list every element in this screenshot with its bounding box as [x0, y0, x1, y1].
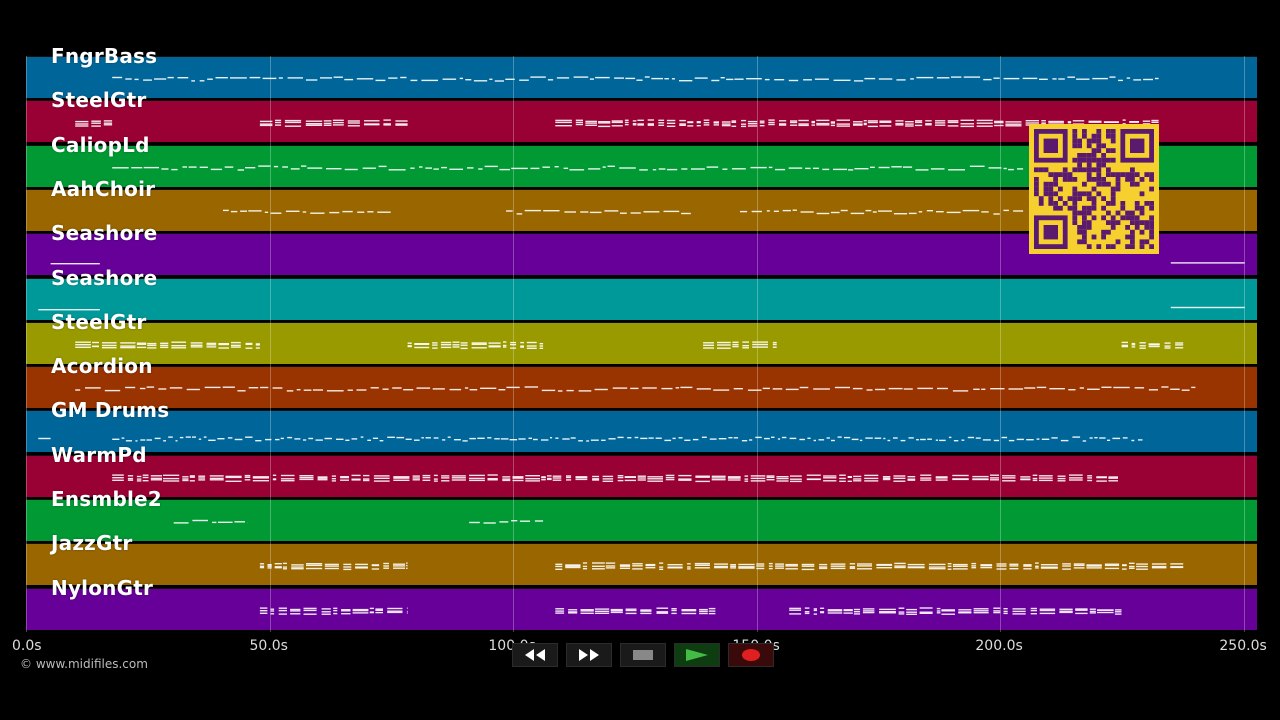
track-lane[interactable]: Seashore — [26, 266, 1257, 321]
note-events — [75, 341, 1184, 349]
note-events — [38, 436, 1143, 443]
stop-icon — [633, 650, 653, 660]
fast-forward-button[interactable] — [566, 643, 612, 667]
time-gridline — [270, 56, 271, 632]
track-name: FngrBass — [51, 44, 158, 68]
track-name: JazzGtr — [51, 531, 133, 556]
play-icon — [686, 649, 708, 661]
stop-button[interactable] — [620, 643, 666, 667]
time-gridline — [26, 56, 27, 632]
track-lane[interactable]: NylonGtr — [26, 576, 1257, 631]
rewind-icon — [525, 649, 545, 661]
time-gridline — [1000, 56, 1001, 632]
track-lane[interactable]: JazzGtr — [26, 531, 1257, 587]
record-button[interactable] — [728, 643, 774, 667]
track-lane[interactable]: Acordion — [26, 354, 1257, 410]
record-icon — [742, 649, 760, 661]
note-events — [259, 562, 1184, 571]
time-tick-label: 200.0s — [975, 638, 1023, 654]
time-tick-label: 50.0s — [249, 638, 288, 654]
track-name: WarmPd — [51, 442, 147, 467]
play-button[interactable] — [674, 643, 720, 667]
track-name: Seashore — [51, 265, 158, 290]
track-lane[interactable]: Seashore — [26, 221, 1257, 277]
note-events — [75, 119, 1159, 128]
rewind-button[interactable] — [512, 643, 558, 667]
note-events — [112, 473, 1118, 482]
track-name: AahChoir — [51, 176, 156, 201]
note-events — [75, 386, 1196, 392]
track-lane[interactable]: Ensmble2 — [26, 487, 1257, 542]
track-lane[interactable]: FngrBass — [26, 44, 1257, 99]
track-name: Seashore — [51, 221, 158, 246]
qr-code-icon[interactable] — [1029, 124, 1159, 254]
time-tick-label: 250.0s — [1219, 638, 1267, 654]
note-events — [173, 519, 544, 524]
track-name: GM Drums — [51, 398, 170, 423]
track-name: NylonGtr — [51, 575, 154, 600]
copyright-text: © www.midifiles.com — [20, 657, 148, 671]
track-lane[interactable]: SteelGtr — [26, 310, 1257, 365]
note-events — [50, 262, 1245, 265]
note-events — [259, 606, 1122, 615]
track-name: Ensmble2 — [51, 487, 162, 511]
fast-forward-icon — [579, 649, 599, 661]
note-events — [112, 164, 1024, 171]
track-name: SteelGtr — [51, 309, 147, 334]
note-events — [112, 76, 1159, 82]
transport-controls — [512, 643, 774, 669]
time-gridline — [1244, 56, 1245, 632]
track-lane[interactable]: WarmPd — [26, 443, 1257, 498]
track-lane[interactable]: GM Drums — [26, 398, 1257, 454]
note-events — [223, 209, 1024, 215]
time-tick-label: 0.0s — [12, 638, 42, 654]
track-name: SteelGtr — [51, 88, 147, 113]
note-events — [38, 306, 1245, 310]
track-name: CaliopLd — [51, 132, 150, 157]
track-name: Acordion — [51, 354, 153, 379]
